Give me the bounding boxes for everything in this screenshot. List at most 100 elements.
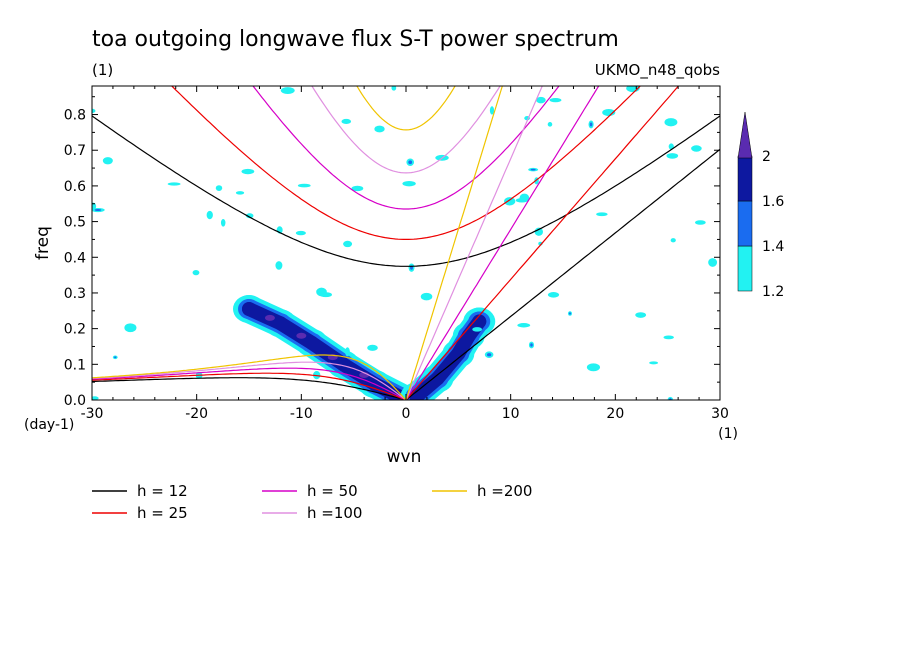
contour-speckle <box>534 227 544 236</box>
dispersion-kelvin-h25 <box>405 86 680 400</box>
colorbar-top-arrow <box>737 111 753 159</box>
colorbar-label: 1.6 <box>762 194 784 210</box>
contour-speckle-core <box>530 168 536 171</box>
contour-speckle-core <box>589 122 593 127</box>
contour-kelvin-high-band <box>409 314 487 400</box>
legend: h = 12 h = 25 h = 50 h =100 h =200 <box>92 482 532 522</box>
contour-speckle <box>341 118 352 125</box>
contour-speckle <box>92 108 96 114</box>
contour-speckle <box>549 97 562 103</box>
dispersion-er-h50 <box>92 367 407 400</box>
contour-speckle <box>670 238 676 243</box>
x-tick-label: 30 <box>711 406 729 422</box>
y-tick-label: 0.8 <box>64 108 86 124</box>
chart-subtitle-right: UKMO_n48_qobs <box>595 61 720 80</box>
contour-peak <box>296 332 307 339</box>
contour-speckle-core <box>486 353 492 357</box>
contour-speckle <box>245 213 254 219</box>
contour-speckle <box>420 292 433 301</box>
chart-title: toa outgoing longwave flux S-T power spe… <box>92 27 619 52</box>
y-tick-label: 0.3 <box>64 286 86 302</box>
contour-speckle <box>649 361 659 365</box>
legend-label: h =100 <box>307 504 362 522</box>
plot-frame <box>91 85 721 401</box>
y-tick-label: 0.2 <box>64 322 86 338</box>
contour-speckle <box>586 363 601 372</box>
x-axis-label: wvn <box>387 447 422 467</box>
contour-speckle <box>280 87 295 94</box>
x-tick-label: -10 <box>290 406 313 422</box>
dispersion-ig-h12 <box>92 115 720 267</box>
y-tick-label: 0.4 <box>64 250 86 266</box>
dispersion-kelvin-h100 <box>405 86 543 400</box>
contour-speckle-core <box>114 356 117 359</box>
contour-speckle <box>351 185 364 192</box>
legend-label: h = 50 <box>307 482 358 500</box>
dispersion-er-h25 <box>92 372 407 400</box>
dispersion-kelvin-h200 <box>405 86 503 400</box>
contour-speckle-core <box>94 208 102 212</box>
contour-speckle <box>547 122 553 127</box>
contour-speckle <box>635 312 647 318</box>
colorbar-swatch <box>737 200 753 247</box>
contour-speckle <box>92 396 99 400</box>
colorbar-swatch <box>737 245 753 292</box>
contour-speckle <box>517 323 531 328</box>
chart-subtitle-left: (1) <box>92 61 113 79</box>
dispersion-er-h12 <box>92 377 407 400</box>
y-axis-label: freq <box>33 226 53 260</box>
contour-speckle <box>391 86 397 91</box>
contour-speckle <box>374 125 385 133</box>
contour-speckle <box>663 335 674 340</box>
x-tick-label: 0 <box>402 406 411 422</box>
contour-speckle <box>504 197 516 206</box>
contour-speckle <box>547 292 560 298</box>
contour-speckle <box>489 106 495 115</box>
contour-speckle <box>708 258 718 267</box>
colorbar-label: 1.4 <box>762 239 784 255</box>
contour-speckle <box>472 327 483 332</box>
x-tick-label: 20 <box>606 406 624 422</box>
contour-speckle <box>215 185 223 191</box>
y-unit-label: (day-1) <box>24 417 74 433</box>
contour-speckle <box>596 212 608 217</box>
dispersion-curves <box>92 86 720 400</box>
x-tick-label: -20 <box>185 406 208 422</box>
x-tick-label: -30 <box>81 406 104 422</box>
contour-speckle <box>235 191 245 195</box>
contour-peak <box>264 314 275 321</box>
dispersion-ig-h25 <box>170 86 642 240</box>
colorbar-label: 1.2 <box>762 284 784 300</box>
axis-ticks: -30 -20 -10 0 10 20 30 0.0 0.1 0.2 0.3 0.4 0.5 0.6 0.7… <box>64 86 729 422</box>
contour-speckle-core <box>408 160 413 165</box>
contour-speckle <box>192 270 200 276</box>
colorbar: 1.2 1.4 1.6 2 <box>737 111 784 300</box>
contour-speckle <box>664 118 678 127</box>
dispersion-ig-h50 <box>252 86 560 210</box>
x-unit-label: (1) <box>718 426 738 442</box>
colorbar-swatch <box>737 155 753 202</box>
dispersion-er-h200 <box>92 354 407 400</box>
contour-speckle <box>295 230 306 236</box>
y-tick-label: 0.1 <box>64 357 86 373</box>
contour-speckle <box>536 96 546 104</box>
dispersion-kelvin-h12 <box>405 148 720 400</box>
contour-speckle <box>668 143 674 150</box>
contour-speckle <box>345 347 350 357</box>
contour-speckle <box>691 145 702 152</box>
contour-speckle <box>206 210 213 220</box>
contour-speckle <box>343 240 353 248</box>
dispersion-ig-h200 <box>356 86 456 131</box>
contour-speckle <box>519 193 530 203</box>
y-tick-label: 0.6 <box>64 179 86 195</box>
legend-label: h = 25 <box>137 504 188 522</box>
x-tick-label: 10 <box>502 406 520 422</box>
contour-speckle <box>666 153 679 159</box>
contour-speckle <box>220 218 226 227</box>
contour-speckle <box>102 157 113 165</box>
contour-speckle-core <box>568 312 572 315</box>
colorbar-label: 2 <box>762 149 771 165</box>
contour-speckle-core <box>530 343 533 347</box>
contour-speckle <box>402 180 416 187</box>
